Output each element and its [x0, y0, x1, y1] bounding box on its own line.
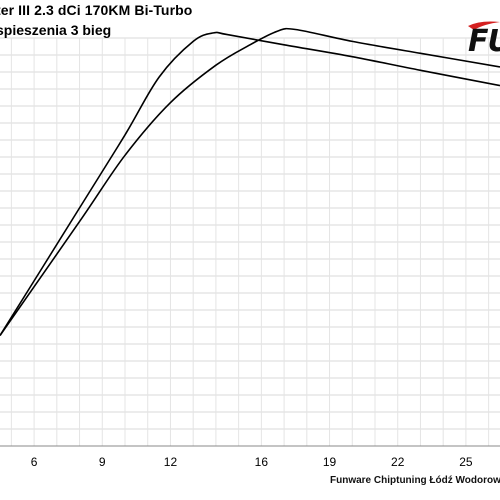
series-layer: [0, 27, 500, 336]
x-tick-label: 22: [391, 455, 405, 469]
chart-title: ter III 2.3 dCi 170KM Bi-Turbo: [0, 2, 193, 18]
series-line-1: [0, 31, 500, 336]
x-ticks: 6 9 12 16 19 22 25: [31, 455, 473, 469]
x-tick-label: 9: [99, 455, 106, 469]
x-tick-label: 12: [164, 455, 178, 469]
footer-credit: Funware Chiptuning Łódź Wodorowa: [330, 475, 500, 486]
x-tick-label: 19: [323, 455, 337, 469]
logo-text: FU: [468, 24, 500, 59]
series-line-2: [0, 27, 500, 336]
x-tick-label: 25: [459, 455, 473, 469]
x-tick-label: 6: [31, 455, 38, 469]
chart-subtitle: spieszenia 3 bieg: [0, 22, 112, 38]
brand-logo: FU: [464, 18, 500, 66]
grid: [0, 37, 500, 447]
logo-swoosh-icon: [468, 21, 500, 30]
x-tick-label: 16: [255, 455, 269, 469]
